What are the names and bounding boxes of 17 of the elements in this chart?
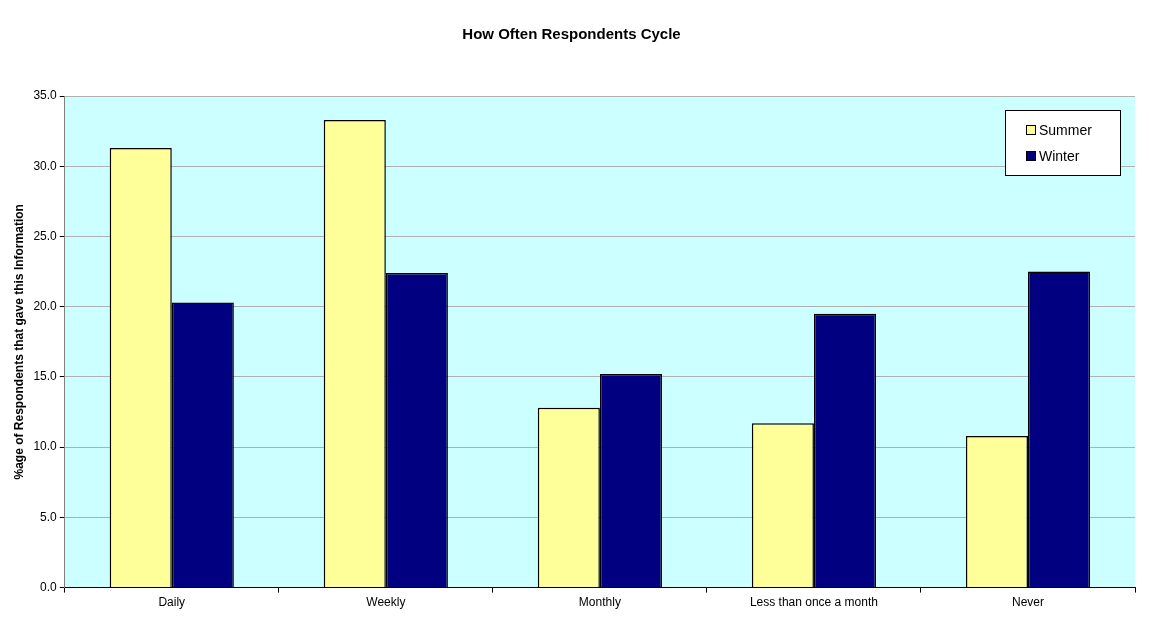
y-axis-title: %age of Respondents that gave this Information — [11, 204, 26, 480]
x-tick-label: Never — [1011, 595, 1044, 610]
y-tick-label: 35.0 — [33, 88, 58, 103]
x-tick-label: Weekly — [366, 595, 406, 610]
chart-title: How Often Respondents Cycle — [462, 25, 681, 43]
y-tick-label: 10.0 — [33, 439, 58, 454]
y-tick-label: 15.0 — [33, 369, 58, 384]
y-tick-label: 30.0 — [33, 158, 58, 173]
y-tick-label: 0.0 — [40, 579, 58, 594]
legend-label: Winter — [1039, 148, 1080, 164]
x-tick-label: Daily — [158, 595, 186, 610]
legend-label: Summer — [1039, 122, 1092, 138]
y-tick-label: 25.0 — [33, 228, 58, 243]
y-tick-label: 20.0 — [33, 299, 58, 313]
x-tick-label: Monthly — [578, 595, 621, 610]
x-tick-label: Less than once a month — [749, 595, 878, 610]
y-tick-label: 5.0 — [40, 509, 58, 524]
